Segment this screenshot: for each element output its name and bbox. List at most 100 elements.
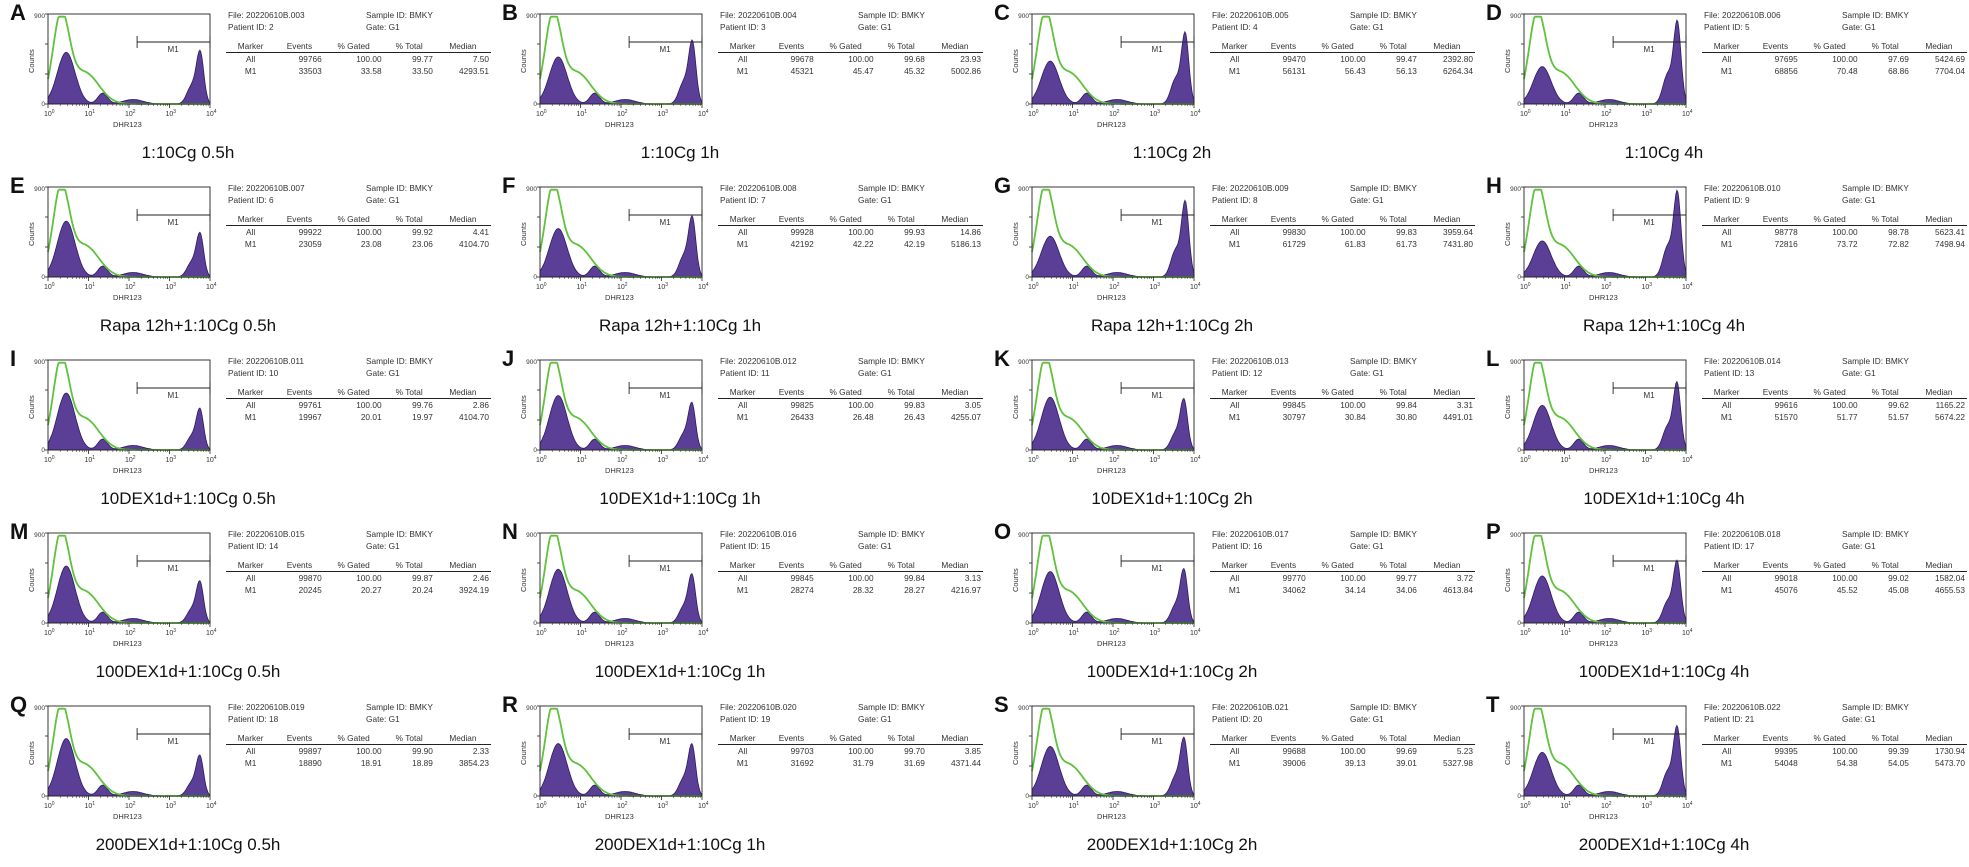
sample-histogram <box>539 395 703 451</box>
x-tick-label: 101 <box>85 628 96 637</box>
file-name: File: 20220610B.016 <box>720 529 797 539</box>
panel-o: O 100 101 102 103 104 0 900 DHR123 Counts M1 File: … <box>992 519 1484 694</box>
stats-cell: 56.13 <box>1396 66 1417 76</box>
stats-header-cell: % Total <box>383 213 435 226</box>
y-tick-label: 900 <box>526 13 537 20</box>
x-tick-label: 104 <box>206 455 217 464</box>
stats-header-cell: % Total <box>875 732 927 745</box>
stats-cell: 100.00 <box>1340 746 1366 756</box>
stats-header-cell: Marker <box>718 732 768 745</box>
x-tick-label: 102 <box>1601 282 1612 291</box>
stats-cell: 45321 <box>790 66 814 76</box>
histogram-svg: 100 101 102 103 104 0 900 DHR123 Counts M1 <box>1503 359 1693 475</box>
y-tick-label: 900 <box>526 532 537 539</box>
x-axis-label: DHR123 <box>605 639 634 648</box>
patient-id: Patient ID: 7 <box>720 195 766 205</box>
stats-header-cell: % Total <box>383 40 435 53</box>
y-axis-label: Counts <box>27 568 36 592</box>
stats-table: Marker Events% Gated% Total Median All 99845… <box>1210 386 1475 423</box>
stats-row: All 99770 100.00 99.77 3.72 <box>1210 572 1475 585</box>
stats-cell: M1 <box>1228 239 1241 249</box>
stats-row: All 99616 100.00 99.62 1165.22 <box>1702 399 1967 412</box>
x-axis-label: DHR123 <box>1097 293 1126 302</box>
meta-row-patient: Patient ID: 2 Gate: G1 <box>226 22 491 34</box>
panel-letter: A <box>10 0 26 25</box>
stats-table: Marker Events% Gated% Total Median All 99688… <box>1210 732 1475 769</box>
patient-id: Patient ID: 5 <box>1704 22 1750 32</box>
x-tick-label: 103 <box>658 282 669 291</box>
x-tick-label: 102 <box>1601 109 1612 118</box>
stats-cell: 99678 <box>790 54 814 64</box>
stats-cell: 99830 <box>1282 227 1306 237</box>
stats-cell: 34.14 <box>1344 585 1366 595</box>
stats-cell: All <box>737 746 748 756</box>
stats-cell: M1 <box>736 585 749 595</box>
stats-header-cell: % Gated <box>1799 40 1860 53</box>
y-axis-label: Counts <box>519 49 528 73</box>
x-tick-label: 100 <box>1028 628 1039 637</box>
stats-cell: 99616 <box>1774 400 1798 410</box>
stats-cell: 72.82 <box>1888 239 1909 249</box>
stats-cell: 56131 <box>1282 66 1306 76</box>
stats-table: Marker Events% Gated% Total Median All 98778… <box>1702 213 1967 250</box>
panel-h: H 100 101 102 103 104 0 900 DHR123 Counts M1 File: … <box>1484 173 1969 348</box>
gate-id: Gate: G1 <box>1842 22 1876 32</box>
histogram-svg: 100 101 102 103 104 0 900 DHR123 Counts M1 <box>1503 13 1693 129</box>
stats-cell: 23.06 <box>412 239 433 249</box>
stats-header-row: Marker Events% Gated% Total Median <box>226 559 491 572</box>
stats-header-row: Marker Events% Gated% Total Median <box>1210 732 1475 745</box>
file-name: File: 20220610B.006 <box>1704 10 1781 20</box>
gate-id: Gate: G1 <box>858 368 892 378</box>
panel-caption: 200DEX1d+1:10Cg 1h <box>594 835 766 854</box>
gate-id: Gate: G1 <box>858 22 892 32</box>
stats-cell: 20.27 <box>360 585 382 595</box>
panel-letter: F <box>502 173 516 198</box>
x-tick-label: 101 <box>85 455 96 464</box>
stats-cell: All <box>245 227 256 237</box>
x-tick-label: 103 <box>1150 628 1161 637</box>
y-tick-label: 0 <box>533 274 537 281</box>
stats-cell: 4293.51 <box>459 66 489 76</box>
stats-block: File: 20220610B.015 Sample ID: BMKY Patien… <box>226 529 491 596</box>
file-name: File: 20220610B.014 <box>1704 356 1781 366</box>
stats-header-row: Marker Events% Gated% Total Median <box>1210 386 1475 399</box>
stats-row: All 99845 100.00 99.84 3.31 <box>1210 399 1475 412</box>
stats-cell: 31.69 <box>904 758 925 768</box>
stats-cell: 72816 <box>1774 239 1798 249</box>
stats-cell: 30797 <box>1282 412 1306 422</box>
stats-row: M1 56131 56.43 56.13 6264.34 <box>1210 65 1475 77</box>
stats-cell: 99.47 <box>1396 54 1417 64</box>
meta-row-file: File: 20220610B.021 Sample ID: BMKY <box>1210 702 1475 714</box>
stats-cell: 97695 <box>1774 54 1798 64</box>
gate-m1-label: M1 <box>660 45 672 54</box>
x-tick-label: 103 <box>658 628 669 637</box>
patient-id: Patient ID: 14 <box>228 541 279 551</box>
stats-header-cell: % Total <box>875 213 927 226</box>
stats-cell: 99703 <box>790 746 814 756</box>
panel-letter: R <box>502 692 518 717</box>
histogram-plot: 100 101 102 103 104 0 900 DHR123 Counts M1 <box>1503 179 1694 304</box>
stats-header-row: Marker Events% Gated% Total Median <box>1702 213 1967 226</box>
stats-table: Marker Events% Gated% Total Median All 97695… <box>1702 40 1967 77</box>
stats-cell: 100.00 <box>1832 400 1858 410</box>
stats-header-cell: Events <box>1259 40 1308 53</box>
stats-cell: M1 <box>736 412 749 422</box>
stats-cell: 39006 <box>1282 758 1306 768</box>
stats-header-cell: % Total <box>1859 732 1911 745</box>
file-name: File: 20220610B.011 <box>228 356 304 366</box>
stats-cell: 100.00 <box>356 573 382 583</box>
file-name: File: 20220610B.005 <box>1212 10 1289 20</box>
stats-header-row: Marker Events% Gated% Total Median <box>1702 559 1967 572</box>
y-axis-label: Counts <box>1503 49 1512 73</box>
histogram-svg: 100 101 102 103 104 0 900 DHR123 Counts M1 <box>1011 532 1201 648</box>
panel-letter: E <box>10 173 25 198</box>
stats-cell: 1582.04 <box>1935 573 1965 583</box>
stats-cell: 99.83 <box>904 400 925 410</box>
stats-header-cell: Median <box>926 732 983 745</box>
stats-cell: 20245 <box>298 585 322 595</box>
stats-row: All 99761 100.00 99.76 2.86 <box>226 399 491 412</box>
stats-cell: All <box>1229 54 1240 64</box>
stats-cell: All <box>1721 54 1732 64</box>
stats-block: File: 20220610B.005 Sample ID: BMKY Patien… <box>1210 10 1475 77</box>
x-tick-label: 103 <box>166 109 177 118</box>
